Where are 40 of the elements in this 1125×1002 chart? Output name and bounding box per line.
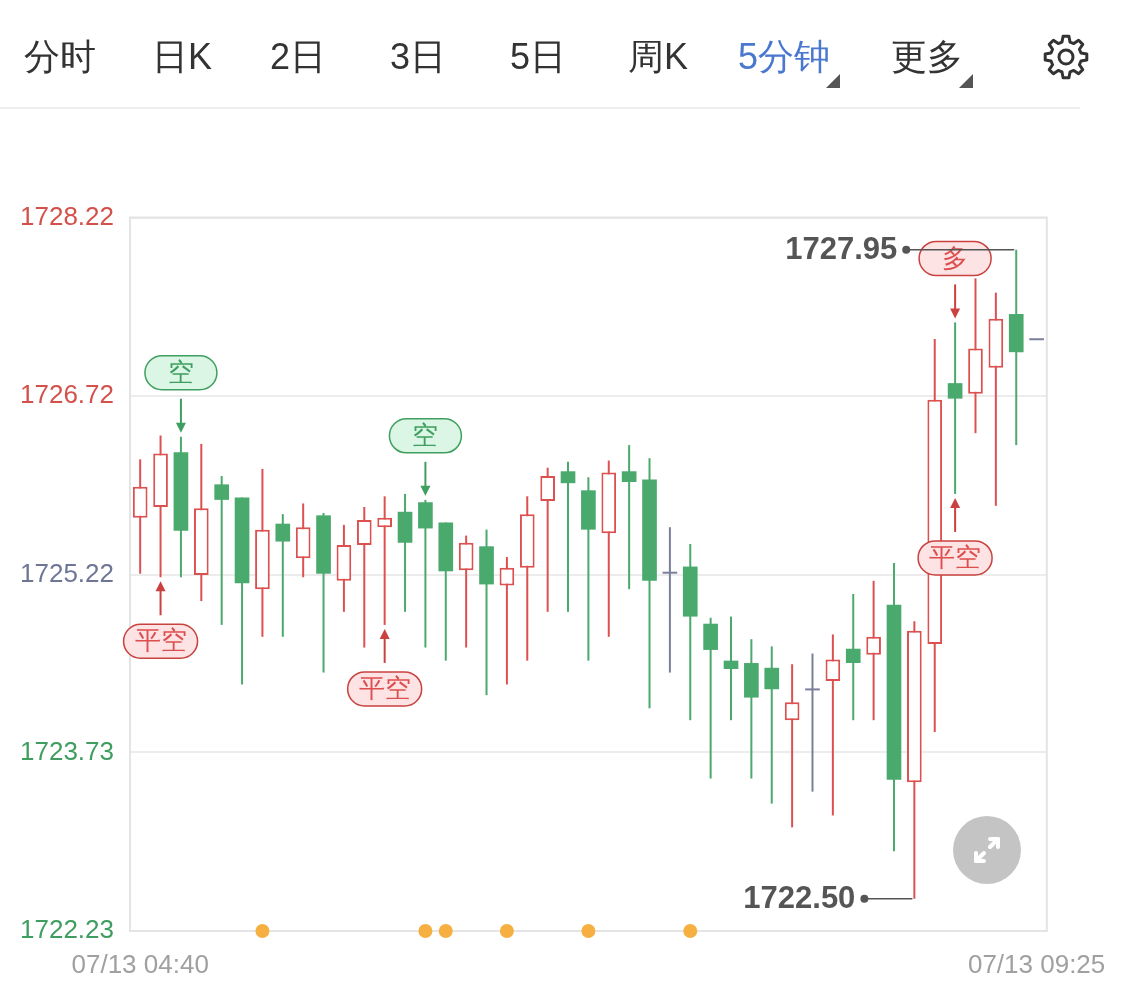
annotation: 空 <box>412 420 439 451</box>
text: 2日 <box>270 36 327 77</box>
candlestick <box>458 534 474 649</box>
candlestick <box>845 592 861 722</box>
text: 5分钟 <box>738 36 831 77</box>
candlestick <box>805 652 820 793</box>
annotation: 平空 <box>134 625 187 656</box>
candlestick <box>540 466 555 613</box>
candlestick <box>214 475 230 626</box>
candlestick <box>499 556 515 686</box>
x-tick-label: 07/13 04:40 <box>71 948 209 979</box>
candlestick <box>866 579 881 722</box>
candlestick <box>723 615 739 722</box>
candlestick <box>764 645 780 805</box>
x-tick-label: 07/13 09:25 <box>967 948 1106 979</box>
y-tick-label: 1725.22 <box>20 558 114 589</box>
annotation: 平空 <box>929 542 982 573</box>
y-tick-label: 1728.22 <box>20 200 114 231</box>
text: 更多 <box>891 36 963 77</box>
candlestick <box>621 444 637 591</box>
annotation: 1722.50 <box>743 880 856 916</box>
text: 日K <box>152 36 213 77</box>
annotation: 1727.95 <box>785 231 898 267</box>
candlestick <box>560 460 576 613</box>
annotation: 空 <box>167 356 194 387</box>
y-tick-label: 1723.73 <box>20 735 114 766</box>
y-tick-label: 1726.72 <box>20 379 114 410</box>
text: 分时 <box>24 36 96 77</box>
candlestick <box>784 663 800 829</box>
candlestick <box>356 506 372 649</box>
annotation: 平空 <box>358 673 411 704</box>
text: 周K <box>628 36 689 77</box>
candlestick <box>377 495 392 626</box>
candlestick <box>662 526 678 674</box>
text: 3日 <box>390 36 447 77</box>
y-tick-label: 1722.23 <box>20 914 114 945</box>
candlestick <box>825 633 841 817</box>
text: 5日 <box>510 36 567 77</box>
candlestick <box>275 513 291 638</box>
candlestick <box>947 321 963 495</box>
